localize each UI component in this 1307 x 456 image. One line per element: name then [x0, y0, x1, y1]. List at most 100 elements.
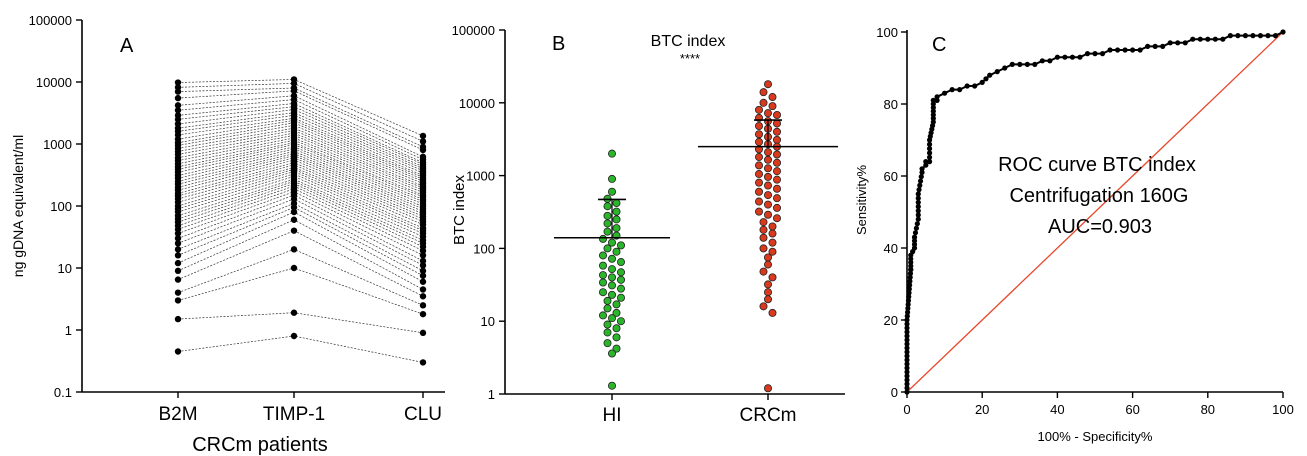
roc-point: [1205, 36, 1211, 42]
roc-point: [904, 317, 910, 323]
panel-a-x-title: CRCm patients: [192, 434, 328, 456]
panel-a-patient-line: [177, 148, 424, 202]
panel-a-patient-line: [177, 137, 424, 191]
roc-point: [957, 87, 963, 93]
panel-b-point-crcm: [768, 229, 777, 238]
panel-b-point-crcm: [755, 207, 764, 216]
roc-point: [1212, 36, 1218, 42]
panel-b-y-tick-label: 10: [481, 314, 495, 329]
roc-point: [910, 249, 916, 255]
panel-b-point-crcm: [773, 194, 782, 203]
roc-point: [914, 221, 920, 227]
panel-b-point-crcm: [768, 238, 777, 247]
panel-b-point-hi: [608, 281, 617, 290]
roc-point: [904, 321, 910, 327]
panel-a-point: [419, 302, 427, 309]
panel-b-point-crcm: [764, 181, 773, 190]
panel-a-point: [174, 259, 182, 267]
panel-b-point-crcm: [755, 178, 764, 187]
panel-b-point-hi: [612, 199, 621, 208]
panel-b-label: B: [552, 33, 565, 55]
panel-b-point-hi: [608, 265, 617, 274]
panel-b-point-hi: [603, 202, 612, 211]
panel-b-point-hi: [599, 251, 608, 260]
roc-point: [1190, 36, 1196, 42]
panel-b-point-crcm: [773, 150, 782, 159]
roc-point: [1084, 51, 1091, 57]
panel-b-point-crcm: [755, 130, 764, 139]
panel-a-point: [174, 116, 182, 123]
panel-b-point-hi: [617, 317, 626, 326]
roc-point: [915, 204, 921, 210]
panel-a-patient-line: [177, 122, 424, 178]
panel-a-point: [174, 276, 182, 283]
panel-a-point: [290, 309, 298, 316]
panel-a-patient-line: [177, 267, 424, 315]
panel-b-point-hi: [603, 211, 612, 220]
roc-point: [994, 69, 1000, 75]
panel-b-point-hi: [603, 227, 612, 236]
roc-point: [930, 115, 936, 121]
roc-point: [908, 263, 914, 269]
panel-a-patient-line: [177, 203, 424, 272]
roc-reference-line: [906, 31, 1284, 393]
roc-point: [934, 94, 940, 100]
roc-point: [904, 329, 910, 335]
roc-point: [1039, 58, 1045, 64]
roc-point: [930, 105, 936, 111]
roc-point: [904, 361, 910, 367]
panel-b-point-hi: [599, 278, 608, 287]
panel-b-point-crcm: [764, 148, 773, 157]
panel-a-point: [174, 348, 182, 355]
roc-point: [1257, 33, 1264, 39]
roc-point: [907, 282, 913, 288]
roc-point: [904, 381, 910, 387]
roc-point: [987, 72, 993, 78]
roc-point: [1175, 40, 1181, 46]
roc-point: [1130, 47, 1136, 53]
panel-c-x-tick-label: 0: [903, 402, 910, 417]
panel-b-point-hi: [608, 238, 617, 247]
panel-b-point-crcm: [759, 225, 768, 234]
panel-b-point-hi: [612, 324, 621, 333]
panel-b-point-hi: [608, 273, 617, 282]
panel-b-point-crcm: [764, 260, 773, 269]
panel-b-x-tick-label: HI: [603, 405, 622, 426]
panel-c-y-tick-label: 60: [884, 169, 898, 184]
panel-b-point-crcm: [759, 218, 768, 227]
panel-b-point-hi: [612, 308, 621, 317]
roc-point: [1250, 33, 1256, 39]
panel-b-point-hi: [608, 314, 617, 323]
roc-point: [904, 341, 910, 347]
panel-b-point-hi: [617, 284, 626, 293]
roc-point: [911, 234, 918, 240]
panel-b-point-hi: [612, 207, 621, 216]
panel-b-point-hi: [608, 381, 617, 390]
panel-b-point-hi: [599, 271, 608, 280]
roc-point: [906, 290, 912, 296]
roc-point: [915, 212, 921, 218]
roc-point: [1047, 58, 1053, 64]
panel-a-patient-line: [177, 173, 424, 231]
panel-a-point: [174, 289, 182, 296]
panel-b-point-hi: [599, 288, 608, 297]
roc-point: [915, 216, 921, 222]
roc-point: [942, 90, 948, 96]
panel-b-point-crcm: [755, 153, 764, 162]
panel-a-y-tick-label: 100: [50, 199, 72, 214]
roc-point: [904, 373, 910, 379]
roc-point: [915, 195, 921, 201]
panel-a-patient-line: [177, 171, 424, 229]
panel-a-point: [419, 359, 427, 366]
panel-a-point: [174, 230, 182, 237]
panel-c-y-tick-label: 40: [884, 241, 898, 256]
panel-b-point-crcm: [768, 247, 777, 256]
roc-point: [917, 182, 923, 188]
panel-a-point: [174, 315, 182, 323]
panel-a-patient-line: [177, 90, 424, 151]
roc-point: [930, 108, 936, 114]
panel-c-y-tick-label: 80: [884, 97, 898, 112]
roc-point: [930, 112, 936, 118]
panel-c-x-title: 100% - Specificity%: [1038, 429, 1153, 444]
panel-b-point-crcm: [764, 191, 773, 200]
